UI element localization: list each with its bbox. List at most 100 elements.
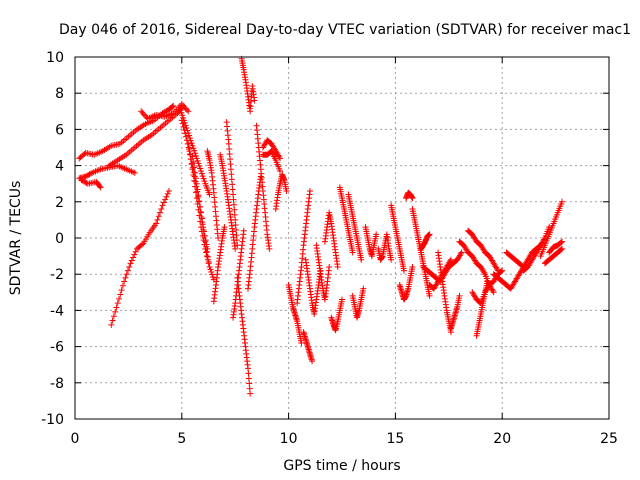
data-point-marker bbox=[326, 263, 333, 270]
data-point-marker bbox=[169, 103, 176, 110]
y-tick-label: -6 bbox=[50, 340, 64, 356]
data-point-marker bbox=[119, 282, 126, 289]
data-point-marker bbox=[203, 243, 210, 250]
data-point-marker bbox=[456, 292, 463, 299]
data-point-marker bbox=[194, 186, 201, 193]
data-point-marker bbox=[180, 114, 187, 121]
data-point-marker bbox=[178, 117, 185, 124]
chart-title: Day 046 of 2016, Sidereal Day-to-day VTE… bbox=[59, 22, 631, 38]
data-point-marker bbox=[266, 245, 273, 252]
data-point-marker bbox=[192, 152, 199, 159]
data-point-marker bbox=[116, 295, 123, 302]
data-point-marker bbox=[339, 296, 345, 303]
data-point-marker bbox=[160, 199, 167, 206]
data-point-marker bbox=[97, 184, 104, 191]
y-tick-label: -4 bbox=[50, 303, 64, 319]
data-point-marker bbox=[559, 198, 566, 205]
data-point-marker bbox=[82, 179, 89, 186]
data-point-marker bbox=[181, 103, 188, 110]
data-point-marker bbox=[138, 108, 145, 115]
data-point-marker bbox=[247, 108, 254, 115]
data-point-marker bbox=[447, 258, 454, 265]
data-point-marker bbox=[209, 271, 216, 278]
data-point-marker bbox=[208, 269, 215, 276]
data-point-marker bbox=[182, 105, 189, 112]
data-point-marker bbox=[110, 313, 117, 320]
x-tick-label: 5 bbox=[177, 431, 186, 447]
data-point-marker bbox=[188, 140, 195, 147]
data-point-marker bbox=[108, 321, 115, 328]
data-point-marker bbox=[400, 267, 407, 274]
data-point-marker bbox=[494, 266, 501, 273]
data-point-marker bbox=[226, 145, 233, 152]
data-point-marker bbox=[183, 106, 190, 113]
data-point-marker bbox=[388, 256, 395, 263]
data-point-marker bbox=[155, 213, 162, 220]
y-tick-label: 6 bbox=[55, 122, 64, 138]
data-point-marker bbox=[132, 248, 139, 255]
data-point-marker bbox=[206, 191, 213, 198]
y-tick-label: -2 bbox=[50, 267, 64, 283]
data-point-marker bbox=[426, 231, 433, 238]
data-point-marker bbox=[178, 101, 185, 108]
data-point-marker bbox=[130, 254, 137, 261]
data-point-marker bbox=[87, 170, 94, 177]
data-point-marker bbox=[121, 278, 128, 285]
data-point-marker bbox=[85, 172, 92, 179]
data-point-marker bbox=[185, 108, 192, 115]
data-point-marker bbox=[179, 120, 186, 127]
data-point-marker bbox=[209, 274, 216, 281]
y-tick-label: 8 bbox=[55, 86, 64, 102]
data-point-marker bbox=[96, 183, 103, 190]
data-point-marker bbox=[373, 231, 380, 238]
data-point-marker bbox=[205, 258, 212, 265]
data-point-marker bbox=[190, 158, 197, 165]
data-point-marker bbox=[164, 190, 171, 197]
data-point-marker bbox=[117, 291, 124, 298]
data-point-marker bbox=[192, 150, 199, 157]
data-point-marker bbox=[122, 274, 129, 281]
data-point-marker bbox=[192, 175, 199, 182]
data-point-marker bbox=[231, 211, 238, 218]
data-point-marker bbox=[246, 380, 253, 387]
data-point-marker bbox=[358, 256, 365, 263]
data-point-marker bbox=[158, 206, 165, 213]
data-point-marker bbox=[489, 287, 496, 294]
data-point-marker bbox=[232, 216, 239, 223]
data-point-marker bbox=[190, 145, 197, 152]
data-point-marker bbox=[245, 375, 252, 382]
data-point-marker bbox=[202, 238, 209, 245]
data-point-marker bbox=[200, 227, 207, 234]
data-point-marker bbox=[139, 241, 146, 248]
data-point-marker bbox=[196, 162, 203, 169]
data-point-marker bbox=[251, 97, 258, 104]
data-point-marker bbox=[176, 104, 183, 111]
data-point-marker bbox=[123, 271, 130, 278]
data-point-marker bbox=[559, 245, 566, 252]
x-axis-label: GPS time / hours bbox=[283, 458, 400, 474]
data-point-marker bbox=[139, 109, 146, 116]
data-point-marker bbox=[183, 133, 190, 140]
data-point-marker bbox=[277, 155, 284, 162]
data-point-marker bbox=[490, 289, 497, 296]
data-point-marker bbox=[124, 267, 131, 274]
data-point-marker bbox=[195, 192, 202, 199]
data-point-marker bbox=[232, 221, 239, 228]
data-point-marker bbox=[225, 140, 232, 147]
data-point-marker bbox=[447, 256, 454, 263]
data-point-marker bbox=[233, 227, 240, 234]
data-point-marker bbox=[226, 151, 233, 158]
data-point-marker bbox=[196, 198, 203, 205]
data-point-marker bbox=[198, 170, 205, 177]
data-point-marker bbox=[86, 171, 93, 178]
data-point-marker bbox=[198, 168, 205, 175]
data-point-marker bbox=[481, 269, 488, 276]
data-point-marker bbox=[131, 169, 138, 176]
y-tick-label: 2 bbox=[55, 195, 64, 211]
data-point-marker bbox=[198, 215, 205, 222]
data-point-marker bbox=[163, 107, 170, 114]
data-point-marker bbox=[231, 206, 238, 213]
data-point-marker bbox=[163, 193, 170, 200]
y-tick-label: 0 bbox=[55, 231, 64, 247]
